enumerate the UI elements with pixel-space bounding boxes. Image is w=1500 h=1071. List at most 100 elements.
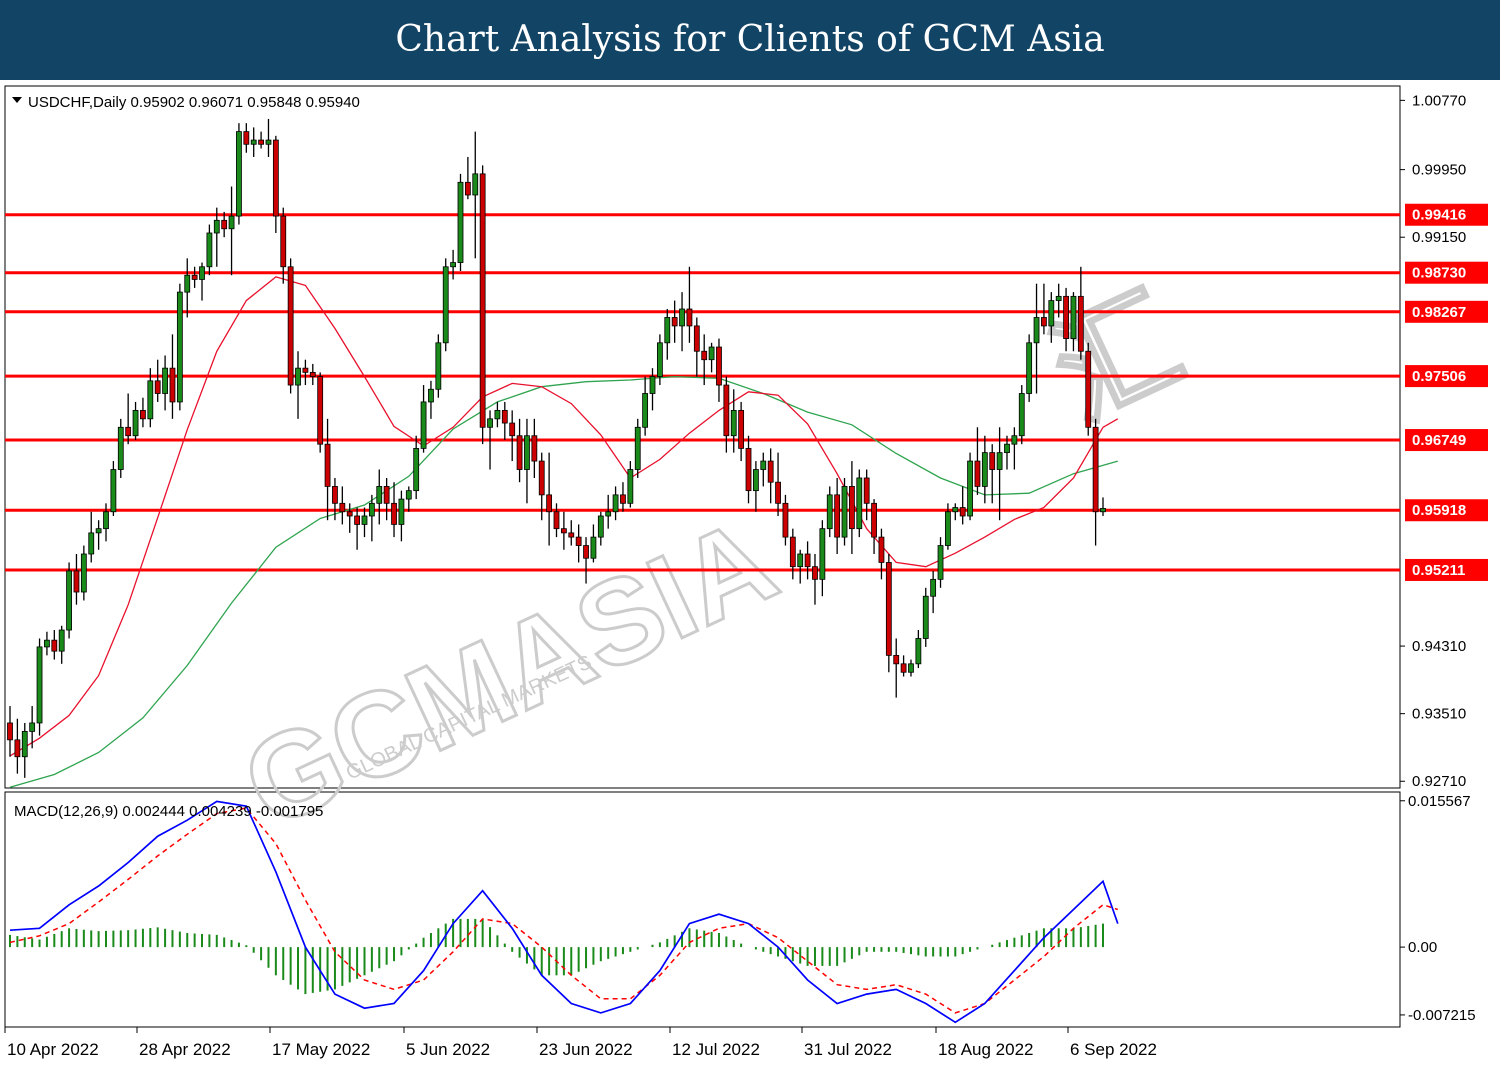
candle-body-bull <box>405 490 412 500</box>
candle-body-bull <box>44 639 50 648</box>
candle <box>952 503 959 521</box>
candle-body-bull <box>21 731 28 758</box>
y-tick-label: 0.99950 <box>1412 162 1466 179</box>
candle-body-bear <box>716 346 722 386</box>
candle <box>398 490 405 542</box>
candle <box>29 706 36 749</box>
candle-body-bear <box>1077 295 1084 352</box>
candle-body-bear <box>568 532 575 538</box>
candle-body-bear <box>620 494 626 504</box>
candle <box>538 452 545 521</box>
candle <box>989 444 996 504</box>
candle <box>258 131 264 149</box>
candle-body-bull <box>435 342 442 390</box>
dropdown-triangle-icon <box>12 97 22 103</box>
candle-body-bull <box>730 409 737 437</box>
candle <box>745 435 752 504</box>
candle-body-bear <box>383 486 390 504</box>
candle-body-bear <box>575 536 582 546</box>
candle <box>738 401 745 462</box>
candle <box>716 338 722 402</box>
candle-body-bull <box>117 426 124 470</box>
candle <box>73 554 80 605</box>
candle-body-bull <box>295 367 301 386</box>
candle <box>789 528 796 580</box>
candle-body-bull <box>819 528 826 580</box>
candle <box>162 355 168 411</box>
candle-body-bear <box>701 350 708 361</box>
candle-body-bull <box>634 426 641 470</box>
candle-body-bull <box>922 595 929 639</box>
candle <box>871 499 877 554</box>
candle <box>51 630 58 660</box>
candle <box>88 511 95 563</box>
candle-body-bear <box>317 376 324 445</box>
candle-body-bull <box>88 532 95 555</box>
page-title: Chart Analysis for Clients of GCM Asia <box>395 19 1105 60</box>
candle <box>332 477 338 521</box>
candle-body-bull <box>967 460 973 517</box>
candle-body-bear <box>782 502 789 538</box>
candle-body-bull <box>420 401 427 449</box>
candle <box>701 334 708 386</box>
candle <box>346 503 353 533</box>
candle <box>634 418 641 478</box>
candle-body-bull <box>1004 443 1010 454</box>
candle <box>723 376 730 453</box>
candle-body-bear <box>900 663 907 673</box>
y-tick-label: 0.99150 <box>1412 229 1466 246</box>
candle <box>280 207 287 284</box>
candle <box>487 410 493 470</box>
candle-body-bull <box>856 477 863 530</box>
candle-body-bear <box>553 511 560 530</box>
ma-slow-line <box>9 375 1118 788</box>
candle <box>597 511 604 546</box>
candle <box>583 537 589 584</box>
time-axis: 10 Apr 2022 28 Apr 2022 17 May 2022 5 Jun 2… <box>4 1027 1157 1059</box>
candle-body-bull <box>649 376 656 394</box>
candle <box>1041 283 1047 335</box>
candle-body-bull <box>590 536 597 559</box>
candle <box>236 123 242 225</box>
macd-tick-label: 0.00 <box>1408 939 1437 956</box>
candle-body-bull <box>213 219 220 234</box>
candle <box>169 334 176 419</box>
candle <box>930 570 937 614</box>
candle <box>472 131 479 259</box>
candle-body-bear <box>339 502 346 513</box>
candle-body-bull <box>612 494 619 513</box>
candle-body-bear <box>243 131 250 145</box>
candle-body-bull <box>937 545 944 580</box>
candle-body-bear <box>7 722 13 741</box>
level-label-bg <box>1405 261 1488 284</box>
candle-body-bear <box>191 274 198 280</box>
candle-body-bear <box>959 507 966 517</box>
signal-line <box>9 807 1119 1014</box>
candle-body-bull <box>36 646 43 724</box>
candle-body-bear <box>671 317 678 327</box>
candle <box>752 461 759 512</box>
candle <box>826 486 833 538</box>
candle-body-bull <box>457 181 464 263</box>
candle-body-bear <box>849 486 855 530</box>
level-label: 0.99416 <box>1412 207 1466 224</box>
candle <box>428 380 434 419</box>
candle-body-bull <box>679 308 685 327</box>
candle-body-bull <box>442 266 449 344</box>
candle-body-bull <box>1070 295 1077 339</box>
candle <box>339 486 346 525</box>
candle-body-bear <box>125 426 132 437</box>
level-label: 0.98267 <box>1412 304 1466 321</box>
candle-body-bull <box>80 553 87 593</box>
candle-body-bear <box>346 511 353 517</box>
candle <box>361 507 368 538</box>
y-tick-label: 1.00770 <box>1412 92 1466 109</box>
candle <box>819 520 826 597</box>
candle-body-bull <box>376 486 383 504</box>
candle <box>191 266 198 288</box>
candle <box>36 638 43 736</box>
candle <box>405 486 412 512</box>
candle <box>199 262 205 301</box>
candle-body-bull <box>368 502 375 517</box>
candle-body-bear <box>989 452 996 470</box>
